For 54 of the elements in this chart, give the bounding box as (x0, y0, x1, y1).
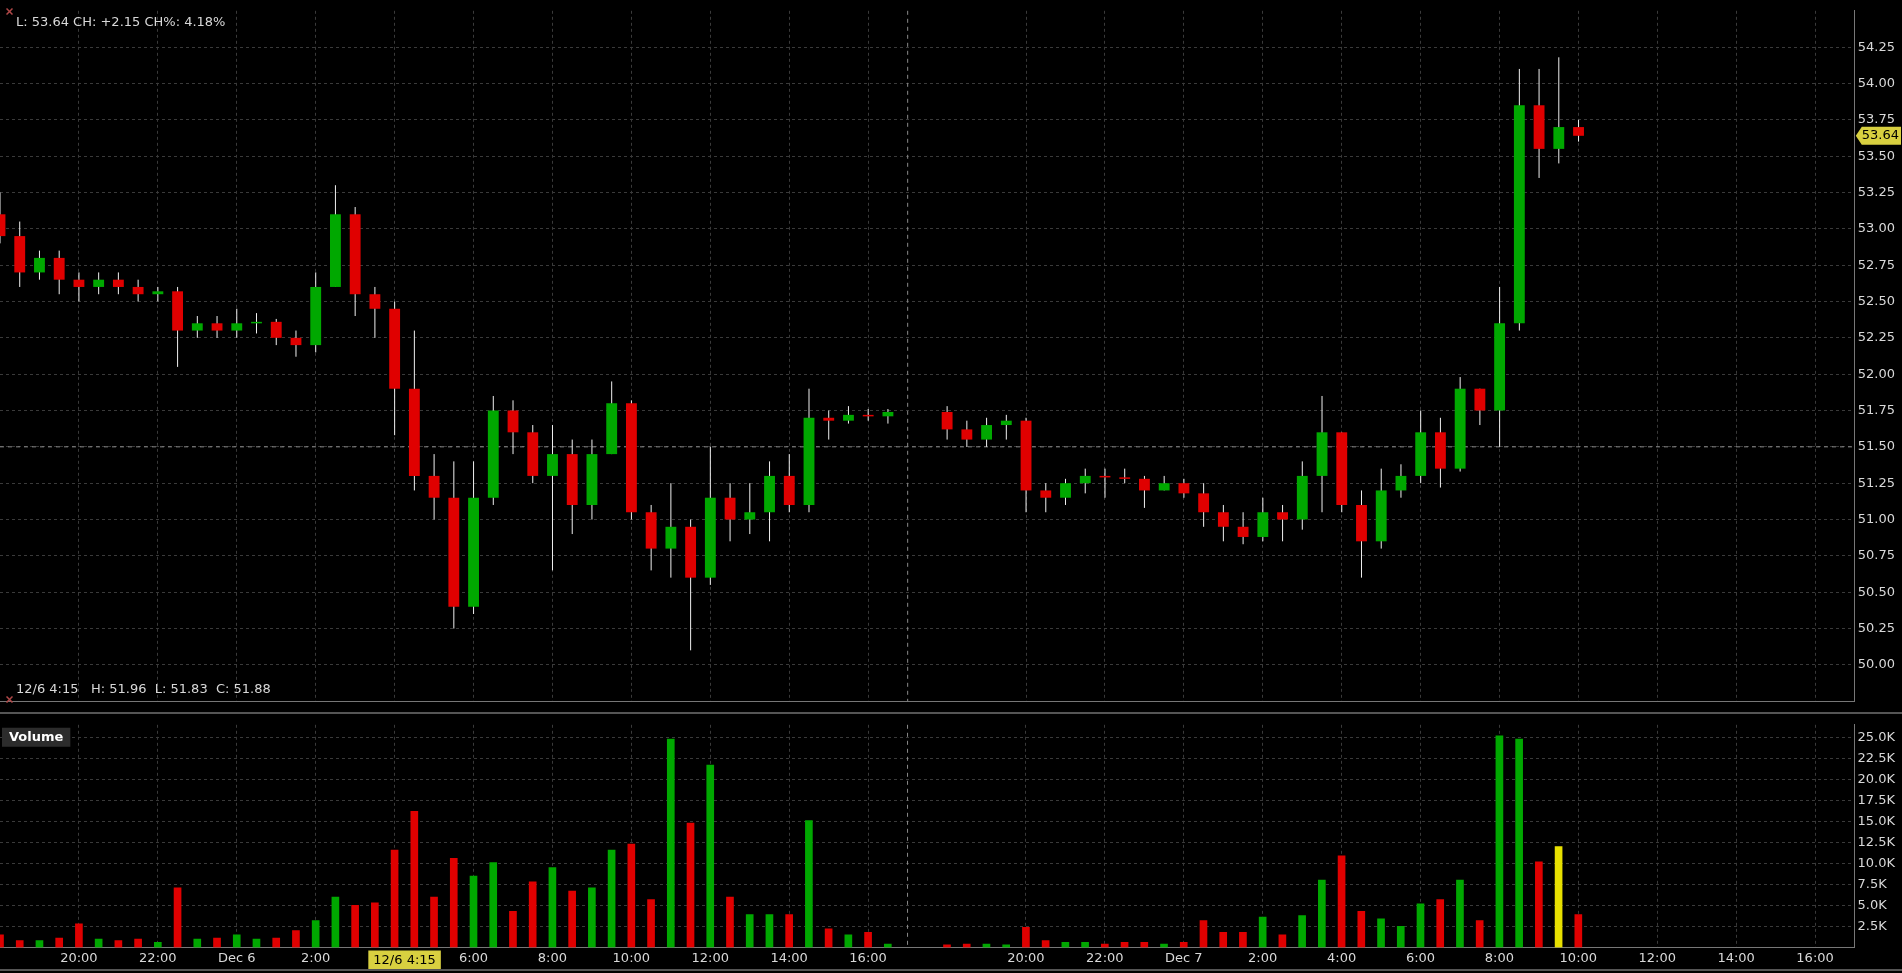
x-tick-label: 2:00 (1248, 949, 1278, 965)
y-tick-label: 5.0K (1857, 896, 1888, 912)
y-tick-label: 20.0K (1857, 770, 1896, 786)
x-tick-label: Dec 7 (1164, 949, 1203, 965)
x-tick-label: 10:00 (1559, 949, 1598, 965)
x-tick-label: Dec 6 (217, 949, 256, 965)
y-tick-label: 52.25 (1857, 329, 1895, 345)
x-tick-label: 16:00 (849, 949, 887, 965)
x-tick-label: 8:00 (1484, 949, 1515, 965)
x-tick-label: 10:00 (612, 949, 651, 965)
annotation: 12/6 4:15 H: 51.96 L: 51.83 C: 51.88 (16, 680, 271, 696)
y-tick-label: 52.50 (1857, 292, 1895, 308)
y-tick-label: 22.5K (1857, 749, 1896, 765)
y-tick-label: 51.50 (1857, 438, 1895, 454)
x-tick-label: 14:00 (770, 949, 808, 965)
y-tick-label: 54.25 (1857, 38, 1895, 54)
y-tick-label: 51.00 (1857, 510, 1895, 526)
y-tick-label: 10.0K (1857, 854, 1896, 870)
x-tick-label: 14:00 (1717, 949, 1755, 965)
text: 12/6 4:15 (373, 951, 436, 967)
chart-title: Volume (9, 729, 64, 745)
y-tick-label: 51.25 (1857, 474, 1895, 490)
y-tick-label: 50.75 (1857, 547, 1895, 563)
y-tick-label: 53.00 (1857, 220, 1895, 236)
x-tick-label: 6:00 (458, 949, 489, 965)
x-tick-label: 22:00 (1086, 949, 1124, 965)
y-tick-label: 52.00 (1857, 365, 1895, 381)
x-tick-label: 12:00 (1638, 949, 1676, 965)
y-tick-label: 17.5K (1857, 791, 1896, 807)
x-tick-label: 4:00 (1326, 949, 1357, 965)
x-tick-label: 20:00 (60, 949, 98, 965)
y-tick-label: 50.25 (1857, 619, 1895, 635)
y-tick-label: 53.25 (1857, 183, 1895, 199)
x-tick-label: 22:00 (139, 949, 177, 965)
y-tick-label: 7.5K (1857, 875, 1888, 891)
x-tick-label: 20:00 (1007, 949, 1045, 965)
y-tick-label: 50.00 (1857, 656, 1895, 672)
y-tick-label: 15.0K (1857, 812, 1896, 828)
text: 53.64 (1861, 127, 1899, 143)
y-tick-label: 53.50 (1857, 147, 1895, 163)
x-tick-label: 8:00 (537, 949, 568, 965)
x-tick-label: 12:00 (691, 949, 729, 965)
y-tick-label: 53.75 (1857, 111, 1895, 127)
y-tick-label: 25.0K (1857, 728, 1896, 744)
y-tick-label: 51.75 (1857, 401, 1895, 417)
x-tick-label: 16:00 (1796, 949, 1834, 965)
y-tick-label: 50.50 (1857, 583, 1895, 599)
y-tick-label: 54.00 (1857, 74, 1895, 90)
x-tick-label: 2:00 (301, 949, 331, 965)
y-tick-label: 12.5K (1857, 833, 1896, 849)
y-tick-label: 52.75 (1857, 256, 1895, 272)
y-tick-label: 2.5K (1857, 917, 1888, 933)
x-tick-label: 6:00 (1405, 949, 1436, 965)
annotation: L: 53.64 CH: +2.15 CH%: 4.18% (16, 14, 226, 30)
